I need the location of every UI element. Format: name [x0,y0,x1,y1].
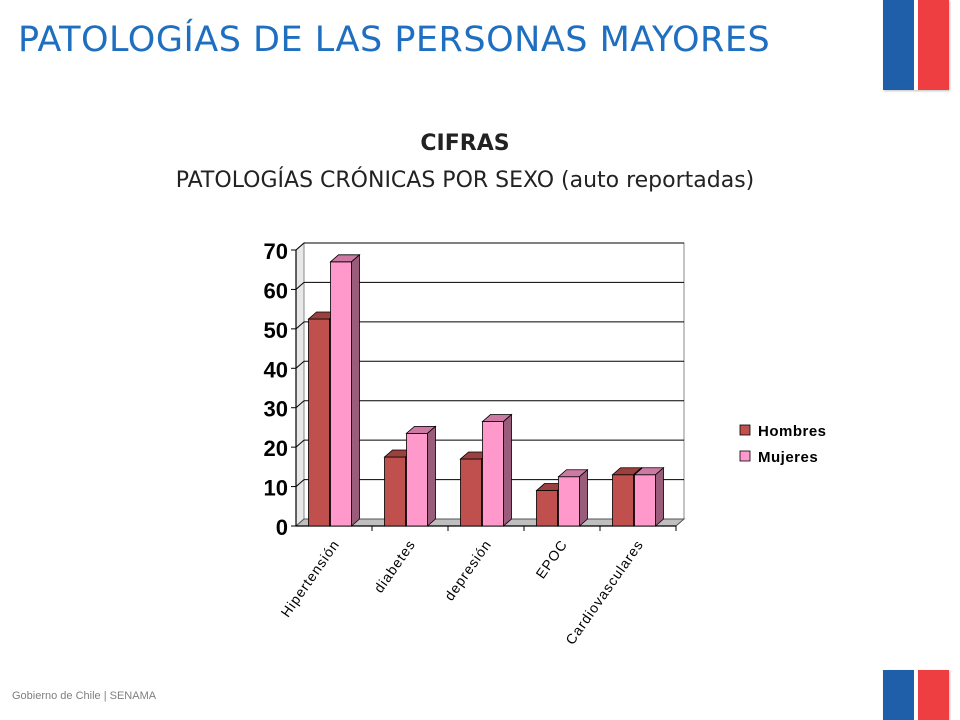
slide-title: PATOLOGÍAS DE LAS PERSONAS MAYORES [18,20,771,60]
footer-text: Gobierno de Chile | SENAMA [12,690,157,702]
chile-flag-stripe-bottom [883,670,949,720]
bar-mujeres-side [351,253,360,527]
y-tick-label: 70 [264,239,288,264]
legend-label-mujeres: Mujeres [758,449,818,466]
y-tick-label: 30 [264,397,288,422]
x-tick-label: depresión [441,537,495,604]
bar-mujeres-side [579,468,588,527]
flag-gap [914,0,918,90]
bar-mujeres-front [482,421,504,527]
x-tick-label: Cardiovasculares [562,537,646,648]
bar-hombres-front [460,458,482,527]
x-tick-label: diabetes [370,537,418,596]
legend-swatch-mujeres [739,450,751,462]
gridline [295,242,305,251]
y-tick-label: 0 [276,515,288,540]
chile-flag-stripe-top [883,0,949,90]
bar-mujeres-front [634,474,656,527]
legend-label-hombres: Hombres [758,423,827,440]
bar-hombres-front [612,474,634,527]
y-tick-label: 10 [264,476,288,501]
bar-mujeres-front [558,476,580,527]
y-tick-label: 20 [264,436,288,461]
bar-mujeres-front [330,261,352,527]
chart-heading: CIFRAS [420,131,510,156]
gridline [295,400,305,409]
bar-chart: 0 10 20 30 40 50 60 70 Hipertensión diabetes depre… [264,239,827,648]
gridline [295,321,305,330]
bar-mujeres-side [503,413,512,527]
bar-mujeres-side [427,425,436,527]
flag-blue-band [883,670,914,720]
bar-mujeres-front [406,432,428,527]
y-tick-label: 50 [264,318,288,343]
flag-red-band [918,670,949,720]
gridline [295,439,305,448]
flag-blue-band [883,0,914,90]
gridline [295,479,305,487]
x-tick-label: EPOC [532,537,570,582]
chart-subheading: PATOLOGÍAS CRÓNICAS POR SEXO (auto repor… [175,168,755,193]
bar-mujeres-side [655,466,664,527]
bar-hombres-front [384,456,406,527]
bar-hombres-front [308,318,330,527]
y-tick-label: 60 [264,278,288,303]
bar-hombres-front [536,490,558,527]
x-tick-label: Hipertensión [277,537,342,620]
gridline [295,282,305,290]
y-tick-label: 40 [264,357,288,382]
flag-gap [914,670,918,720]
legend-swatch-hombres [739,424,751,436]
flag-red-band [918,0,949,90]
gridline [295,360,305,369]
